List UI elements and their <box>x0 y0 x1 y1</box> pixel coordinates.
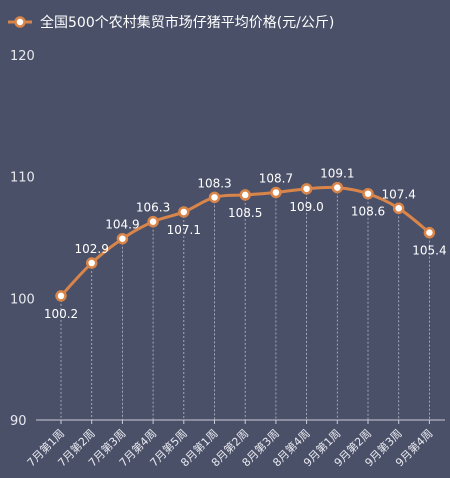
data-point <box>85 257 98 269</box>
data-point <box>116 232 129 245</box>
data-point <box>147 215 159 228</box>
data-label: 102.9 <box>75 242 109 256</box>
data-label: 108.3 <box>197 176 231 190</box>
legend-series-label: 全国500个农村集贸市场仔猪平均价格(元/公斤) <box>40 14 334 31</box>
data-point <box>55 290 67 302</box>
drop-lines <box>60 187 430 420</box>
legend: 全国500个农村集贸市场仔猪平均价格(元/公斤) <box>8 14 334 31</box>
y-tick-label: 90 <box>10 414 27 429</box>
data-label: 106.3 <box>136 201 170 215</box>
data-point <box>239 189 251 201</box>
data-label: 108.5 <box>228 206 262 220</box>
data-label: 104.9 <box>105 218 139 232</box>
data-point <box>208 191 221 204</box>
legend-marker-swatch <box>14 16 26 28</box>
data-point <box>392 202 405 215</box>
data-label: 109.0 <box>289 200 323 214</box>
data-label: 105.4 <box>412 244 446 258</box>
data-point <box>423 226 436 239</box>
data-point <box>362 187 374 200</box>
series-price <box>55 181 436 302</box>
data-label: 107.1 <box>167 223 201 237</box>
data-label: 109.1 <box>320 167 354 181</box>
data-label: 108.6 <box>351 205 385 219</box>
data-labels: 100.2 102.9 104.9 106.3 107.1 108.3 108.5 108.7… <box>44 167 447 321</box>
data-point <box>270 186 282 199</box>
data-label: 100.2 <box>44 307 78 321</box>
y-tick-label: 110 <box>10 171 35 186</box>
data-point <box>331 181 344 194</box>
data-label: 108.7 <box>259 171 293 185</box>
axes: 901001101207月第1周7月第2周7月第3周7月第4周7月第5周8月第1… <box>10 49 445 469</box>
data-point <box>178 206 190 218</box>
y-tick-label: 100 <box>10 292 35 307</box>
y-tick-label: 120 <box>10 49 35 64</box>
data-point <box>300 183 313 195</box>
data-label: 107.4 <box>382 187 416 201</box>
